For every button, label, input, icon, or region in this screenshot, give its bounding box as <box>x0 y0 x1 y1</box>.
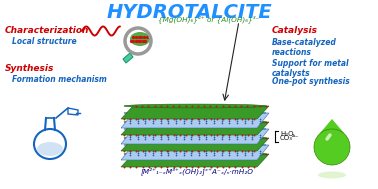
Ellipse shape <box>314 129 350 165</box>
Text: {Mg(OH)₆}²⁺ or {Al(OH)₆}³⁻: {Mg(OH)₆}²⁺ or {Al(OH)₆}³⁻ <box>158 15 260 23</box>
Polygon shape <box>121 145 269 160</box>
Ellipse shape <box>124 126 266 132</box>
Polygon shape <box>121 106 269 119</box>
Text: One-pot synthesis: One-pot synthesis <box>272 77 350 86</box>
Polygon shape <box>121 138 269 151</box>
Text: [M²⁺₁₋ₓM³⁺ₓ(OH)₂]ˣ⁺A⁻ₓ/ₙ·mH₂O: [M²⁺₁₋ₓM³⁺ₓ(OH)₂]ˣ⁺A⁻ₓ/ₙ·mH₂O <box>141 167 254 175</box>
Ellipse shape <box>37 142 63 156</box>
Polygon shape <box>121 122 269 135</box>
Text: Catalysis: Catalysis <box>272 26 318 35</box>
Polygon shape <box>121 129 269 144</box>
Polygon shape <box>123 53 133 63</box>
Polygon shape <box>320 119 344 133</box>
Ellipse shape <box>124 143 266 147</box>
Polygon shape <box>121 154 269 167</box>
Text: Formation mechanism: Formation mechanism <box>12 75 107 84</box>
Ellipse shape <box>124 111 266 115</box>
Text: Base-catalyzed
reactions: Base-catalyzed reactions <box>272 38 337 57</box>
Text: H₂O,: H₂O, <box>280 131 296 137</box>
Polygon shape <box>121 113 269 128</box>
Text: Synthesis: Synthesis <box>5 64 54 73</box>
Ellipse shape <box>124 104 266 108</box>
Ellipse shape <box>318 171 346 178</box>
Text: Local structure: Local structure <box>12 37 77 46</box>
Text: CO₃²⁻: CO₃²⁻ <box>280 135 299 140</box>
Text: Characterization: Characterization <box>5 26 89 35</box>
Text: HYDROTALCITE: HYDROTALCITE <box>106 3 272 22</box>
Ellipse shape <box>130 32 150 46</box>
Ellipse shape <box>124 120 266 124</box>
Text: Support for metal
catalysts: Support for metal catalysts <box>272 59 349 78</box>
Ellipse shape <box>124 152 266 156</box>
Ellipse shape <box>124 136 266 140</box>
